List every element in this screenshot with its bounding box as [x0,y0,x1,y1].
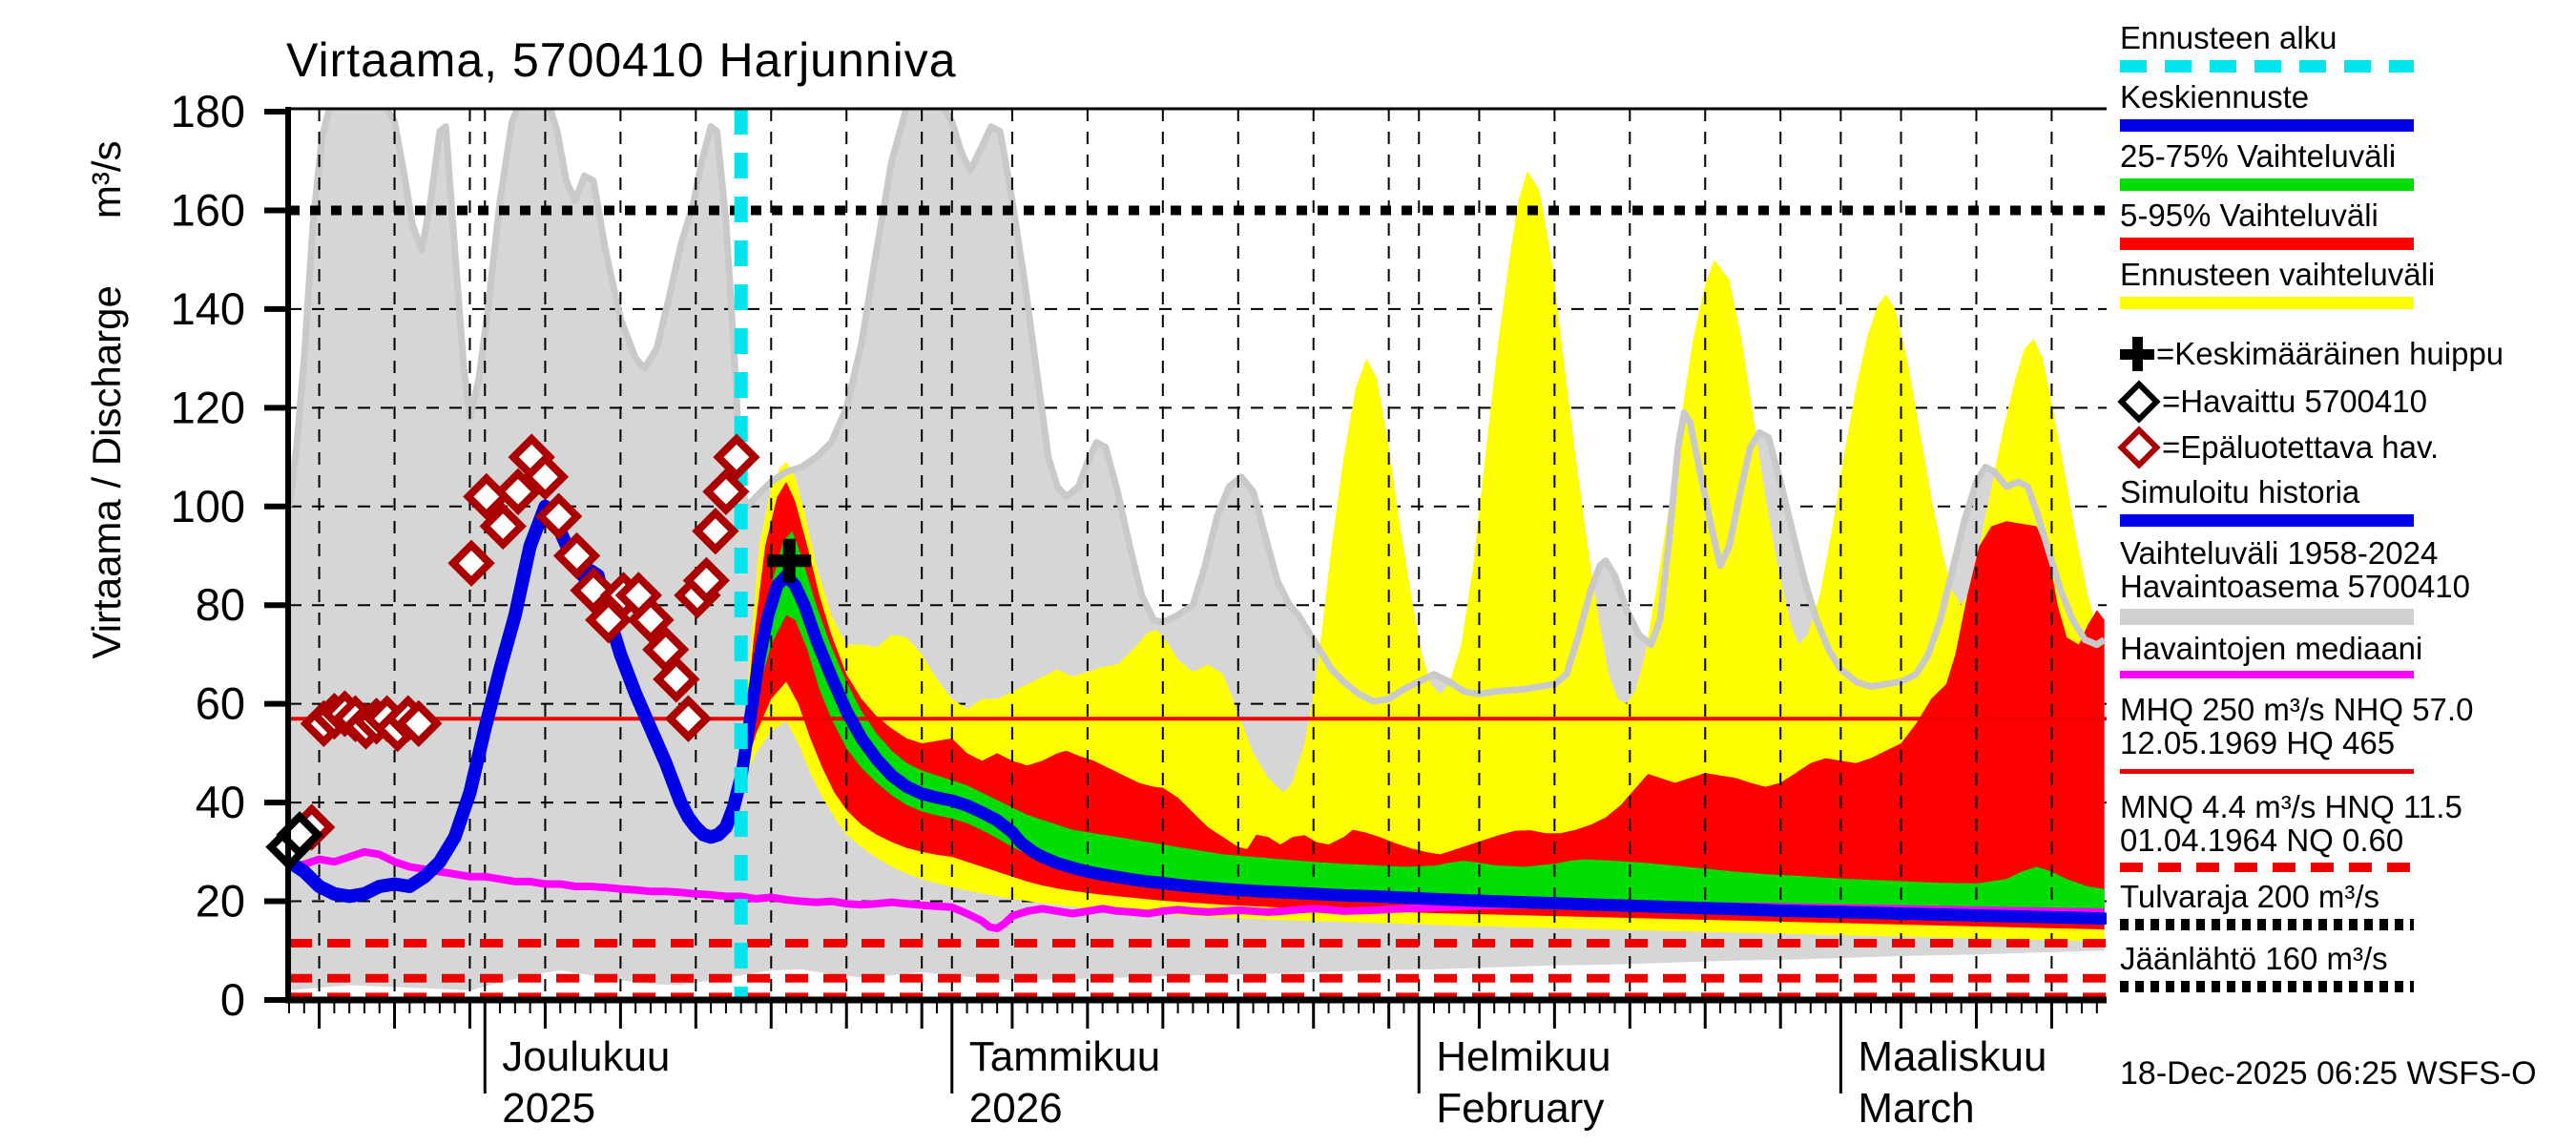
legend: Ennusteen alku Keskiennuste 25-75% Vaihtel… [2117,0,2576,1050]
diamond-red-icon [2117,426,2161,469]
chart-title: Virtaama, 5700410 Harjunniva [286,33,957,87]
y-tick-label: 20 [196,876,245,926]
mean-peak-plus-marker [782,538,796,583]
unreliable-observation-marker [395,699,443,748]
legend-item: Tulvaraja 200 m³/s [2120,880,2414,930]
legend-item: Vaihteluväli 1958-2024 Havaintoasema 5700… [2120,536,2470,625]
legend-item: MHQ 250 m³/s NHQ 57.0 12.05.1969 HQ 465 [2120,693,2473,774]
y-tick-label: 60 [196,678,245,729]
unreliable-observation-marker [682,556,731,605]
unreliable-observation-marker [552,531,601,580]
legend-label: MHQ 250 m³/s NHQ 57.0 [2120,692,2474,727]
legend-label: MNQ 4.4 m³/s HNQ 11.5 [2120,789,2462,824]
plus-icon [2120,337,2154,371]
legend-swatch-red [2120,238,2414,250]
legend-swatch-blue [2120,119,2414,132]
month-label: Maaliskuu [1858,1033,2046,1080]
month-sublabel: March [1858,1085,1974,1132]
markers [265,433,812,871]
unreliable-observation-marker [702,468,750,515]
legend-item: Ennusteen vaihteluväli [2120,258,2435,309]
forecast-range-area [740,171,2105,943]
legend-label: Ennusteen vaihteluväli [2120,257,2436,292]
unreliable-observation-marker [447,539,495,587]
legend-label: =Epäluotettava hav. [2162,429,2440,465]
legend-item: Jäänlähtö 160 m³/s [2120,942,2414,992]
legend-label: 25-75% Vaihteluväli [2120,138,2397,174]
legend-label: 5-95% Vaihteluväli [2120,198,2379,233]
legend-label: =Havaittu 5700410 [2162,384,2427,419]
diamond-black-icon [2117,380,2161,424]
timestamp: 18-Dec-2025 06:25 WSFS-O [2120,1055,2537,1092]
y-tick-label: 80 [196,579,245,630]
legend-label: =Keskimääräinen huippu [2156,336,2504,371]
legend-item: =Epäluotettava hav. [2117,426,2440,469]
legend-label: Keskiennuste [2120,79,2310,114]
legend-item: MNQ 4.4 m³/s HNQ 11.5 01.04.1964 NQ 0.60 [2120,790,2462,872]
month-sublabel: 2025 [502,1085,595,1132]
month-label: Tammikuu [969,1033,1161,1080]
month-sublabel: February [1436,1085,1604,1132]
legend-swatch-blackdot [2120,919,2414,930]
unreliable-observation-marker [713,433,760,481]
legend-label: Vaihteluväli 1958-2024 [2120,535,2439,571]
legend-swatch-gray [2120,609,2414,625]
legend-item: =Havaittu 5700410 [2117,380,2427,424]
legend-item: Havaintojen mediaani [2120,632,2422,678]
legend-item: Simuloitu historia [2120,475,2414,527]
legend-label: Havaintoasema 5700410 [2120,569,2470,604]
legend-swatch-blue [2120,514,2414,527]
unreliable-observation-marker [664,695,713,742]
legend-swatch-green [2120,178,2414,191]
unreliable-observation-marker [494,468,542,515]
unreliable-observation-marker [653,656,700,703]
y-tick-label: 40 [196,777,245,827]
legend-item: 5-95% Vaihteluväli [2120,198,2414,250]
legend-label: 12.05.1969 HQ 465 [2120,725,2396,760]
month-label: Helmikuu [1436,1033,1610,1080]
month-sublabel: 2026 [969,1085,1063,1132]
unreliable-observation-marker [570,567,617,614]
unreliable-observation-marker [521,453,570,501]
legend-label: Simuloitu historia [2120,474,2360,510]
legend-item: Keskiennuste [2120,80,2414,132]
legend-label: Tulvaraja 200 m³/s [2120,879,2380,914]
mean-forecast-line [735,569,2107,926]
legend-swatch-yellow [2120,297,2414,309]
y-tick-label: 100 [171,481,245,531]
legend-swatch-reddash [2120,863,2414,872]
unreliable-observation-marker [479,502,527,551]
plot-layers [289,108,2107,1001]
legend-label: 01.04.1964 NQ 0.60 [2120,822,2404,858]
legend-label: Havaintojen mediaani [2120,631,2423,666]
unreliable-observation-marker [692,508,739,555]
y-tick-label: 160 [171,184,245,235]
legend-swatch-redthin [2120,769,2414,774]
unreliable-observation-marker [534,492,583,540]
y-tick-label: 0 [220,974,245,1025]
month-label: Joulukuu [502,1033,670,1080]
legend-swatch-blackdot [2120,981,2414,992]
y-tick-label: 140 [171,283,245,334]
legend-swatch-cyan [2120,60,2414,73]
legend-item: Ennusteen alku [2120,21,2414,73]
axes: 0 20 40 60 80 100 120 140 160 180 Joulukuu 2025 Tamm… [171,86,2107,1132]
unreliable-observation-marker [627,596,675,644]
legend-label: Jäänlähtö 160 m³/s [2120,941,2388,976]
band-5-95-area [740,481,2105,929]
legend-item: =Keskimääräinen huippu [2120,336,2503,372]
legend-item: 25-75% Vaihteluväli [2120,139,2414,191]
legend-swatch-magenta [2120,671,2414,678]
y-tick-label: 180 [171,86,245,136]
y-tick-label: 120 [171,382,245,432]
legend-label: Ennusteen alku [2120,20,2337,55]
